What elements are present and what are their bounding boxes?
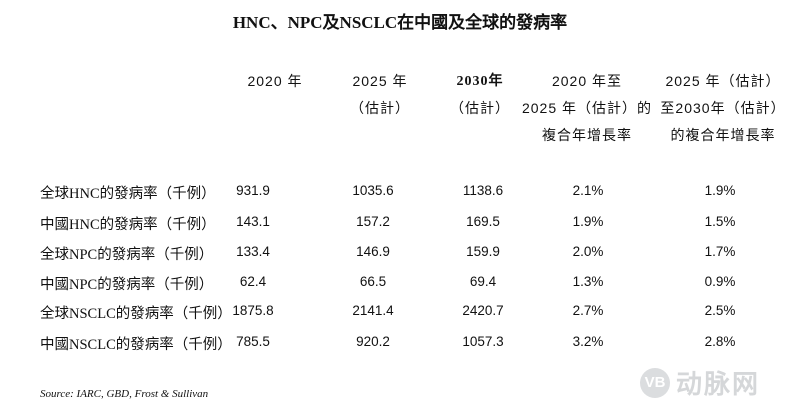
watermark-text: 动脉网 xyxy=(676,369,761,399)
cell-value: 2.8% xyxy=(704,334,736,349)
header-line: 2030年 xyxy=(456,74,504,89)
cell-value: 133.4 xyxy=(236,244,270,259)
row-label-global-hnc: 全球HNC的發病率（千例） xyxy=(40,186,216,202)
header-line: 2025 年 xyxy=(352,73,408,89)
cell-value: 159.9 xyxy=(466,244,500,259)
header-line: 2020 年至 xyxy=(551,73,623,89)
column-header-cagr-2025-2030: 2025 年（估計） 至2030年（估計） 的複合年增長率 xyxy=(648,68,798,149)
cell-value: 143.1 xyxy=(236,214,270,229)
column-header-2025: 2025 年 （估計） xyxy=(330,68,430,122)
cell-value: 2.7% xyxy=(572,303,604,318)
cell-value: 1.7% xyxy=(704,244,736,259)
header-line: 2025 年（估計） xyxy=(665,73,781,89)
header-line: （估計） xyxy=(450,100,510,116)
cell-value: 1035.6 xyxy=(352,183,394,198)
cell-value: 1.3% xyxy=(572,274,604,289)
cell-value: 2.1% xyxy=(572,183,604,198)
column-header-2020: 2020 年 xyxy=(225,68,325,95)
cell-value: 1.9% xyxy=(572,214,604,229)
cell-value: 2.0% xyxy=(572,244,604,259)
cell-value: 69.4 xyxy=(469,274,497,289)
watermark: VB 动脉网 xyxy=(640,364,760,401)
row-label-china-nsclc: 中國NSCLC的發病率（千例） xyxy=(40,337,232,353)
header-line: （估計） xyxy=(350,100,410,116)
source-note: Source: IARC, GBD, Frost & Sullivan xyxy=(40,388,209,400)
cell-value: 66.5 xyxy=(359,274,387,289)
cell-value: 62.4 xyxy=(239,274,267,289)
cell-value: 1.9% xyxy=(704,183,736,198)
cell-value: 3.2% xyxy=(572,334,604,349)
cell-value: 2141.4 xyxy=(352,303,394,318)
cell-value: 2.5% xyxy=(704,303,736,318)
cell-value: 1875.8 xyxy=(232,303,274,318)
header-line: 至2030年（估計） xyxy=(660,100,786,116)
cell-value: 157.2 xyxy=(356,214,390,229)
cell-value: 920.2 xyxy=(356,334,390,349)
column-header-cagr-2020-2025: 2020 年至 2025 年（估計）的 複合年增長率 xyxy=(512,68,662,149)
header-line: 2020 年 xyxy=(247,73,303,89)
cell-value: 2420.7 xyxy=(462,303,504,318)
row-label-china-hnc: 中國HNC的發病率（千例） xyxy=(40,217,216,233)
header-line: 的複合年增長率 xyxy=(670,127,776,143)
cell-value: 1138.6 xyxy=(462,183,504,198)
cell-value: 1057.3 xyxy=(462,334,504,349)
row-label-global-nsclc: 全球NSCLC的發病率（千例） xyxy=(40,306,232,322)
cell-value: 785.5 xyxy=(236,334,270,349)
row-label-china-npc: 中國NPC的發病率（千例） xyxy=(40,277,214,293)
header-line: 複合年增長率 xyxy=(542,127,632,143)
table-title: HNC、NPC及NSCLC在中國及全球的發病率 xyxy=(232,13,568,32)
cell-value: 931.9 xyxy=(236,183,270,198)
header-line: 2025 年（估計）的 xyxy=(521,100,653,116)
row-label-global-npc: 全球NPC的發病率（千例） xyxy=(40,247,214,263)
cell-value: 169.5 xyxy=(466,214,500,229)
cell-value: 1.5% xyxy=(704,214,736,229)
cell-value: 0.9% xyxy=(704,274,736,289)
watermark-logo-icon: VB xyxy=(640,367,670,398)
cell-value: 146.9 xyxy=(356,244,390,259)
column-header-2030: 2030年 （估計） xyxy=(430,68,530,122)
